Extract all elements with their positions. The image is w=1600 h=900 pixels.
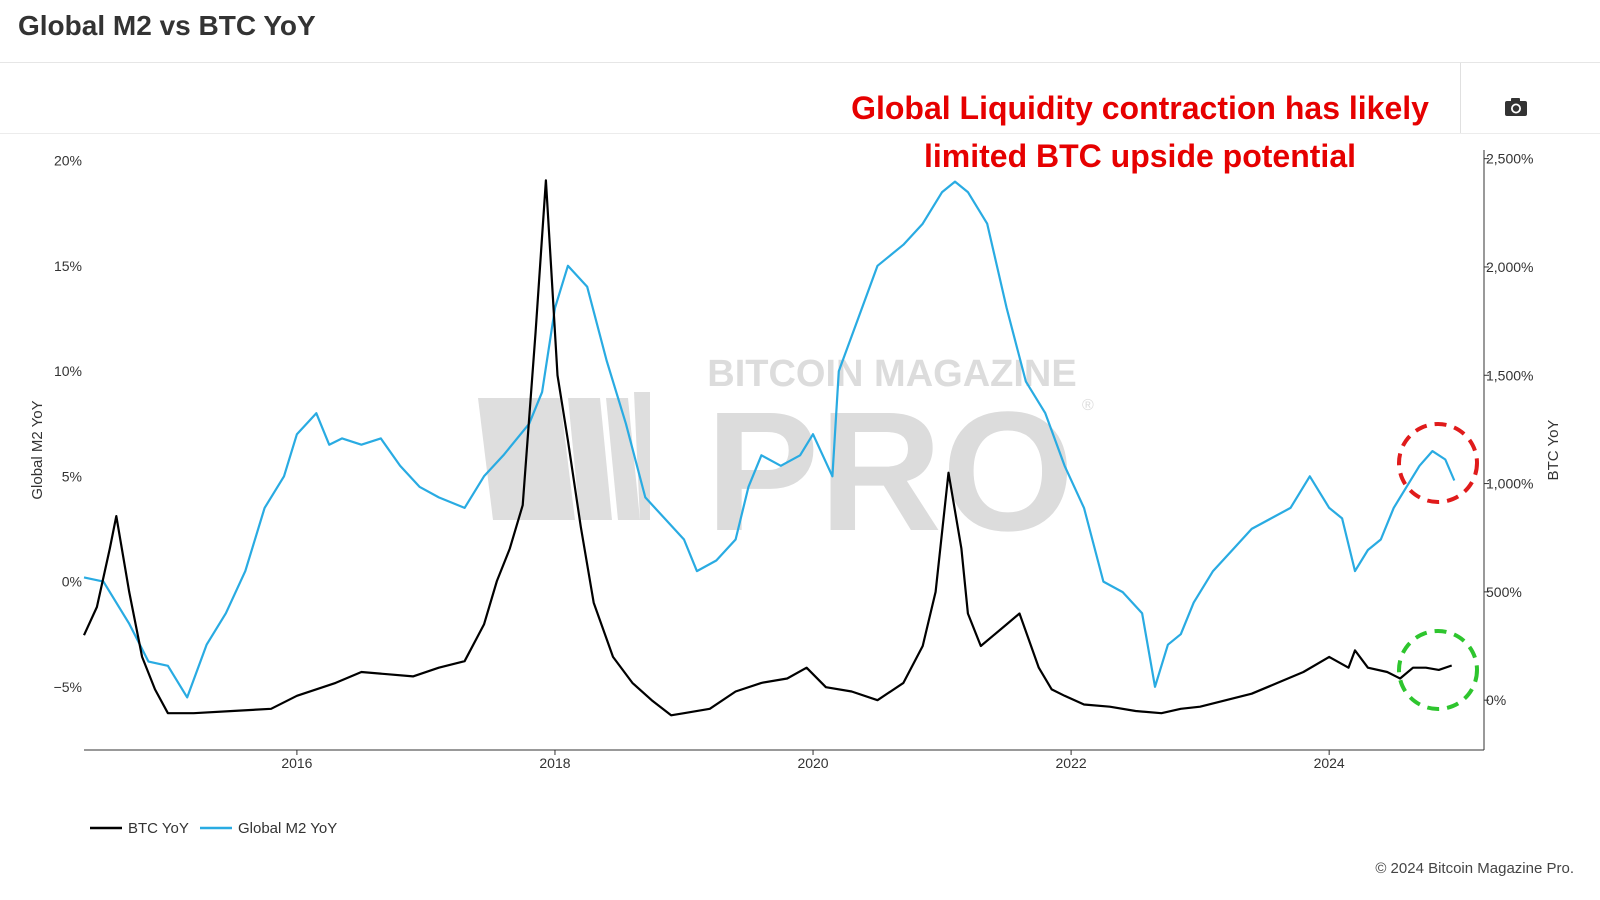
- legend-item-m2[interactable]: Global M2 YoY: [200, 820, 337, 837]
- right-tick-label: 2,000%: [1486, 259, 1533, 275]
- right-tick-label: 500%: [1486, 584, 1522, 600]
- annotation: Global Liquidity contraction has likely …: [800, 84, 1480, 180]
- watermark-line2: PRO: [706, 377, 1074, 567]
- left-tick-label: 20%: [54, 153, 82, 169]
- watermark-registered: ®: [1082, 397, 1094, 414]
- x-axis-ticks: 2016 2018 2020 2022 2024: [281, 750, 1345, 771]
- series-layer: [82, 179, 1456, 717]
- title-bar: Global M2 vs BTC YoY: [0, 0, 1600, 63]
- red-highlight-circle: [1397, 422, 1479, 504]
- left-tick-label: 5%: [62, 468, 82, 484]
- legend-label-btc: BTC YoY: [128, 820, 189, 837]
- copyright-footer: © 2024 Bitcoin Magazine Pro.: [1375, 860, 1574, 877]
- right-tick-label: 2,500%: [1486, 151, 1533, 167]
- left-axis-ticks: 20% 15% 10% 5% 0% −5%: [54, 153, 82, 695]
- left-axis-label: Global M2 YoY: [29, 400, 46, 499]
- annotation-line-1: Global Liquidity contraction has likely: [851, 90, 1429, 126]
- x-tick-label: 2016: [281, 755, 312, 771]
- left-tick-label: 10%: [54, 363, 82, 379]
- camera-icon: [1505, 98, 1527, 116]
- green-highlight-circle: [1397, 629, 1479, 711]
- series-line-m2: [83, 180, 1456, 699]
- x-tick-label: 2020: [797, 755, 828, 771]
- right-tick-label: 1,500%: [1486, 367, 1533, 383]
- legend: BTC YoY Global M2 YoY: [90, 820, 337, 837]
- left-tick-label: 0%: [62, 574, 82, 590]
- series-line-btc: [82, 179, 1453, 717]
- legend-item-btc[interactable]: BTC YoY: [90, 820, 189, 837]
- right-axis-label: BTC YoY: [1545, 420, 1562, 481]
- page-title: Global M2 vs BTC YoY: [18, 10, 316, 41]
- right-tick-label: 1,000%: [1486, 476, 1533, 492]
- left-tick-label: −5%: [54, 679, 82, 695]
- x-tick-label: 2024: [1314, 755, 1345, 771]
- x-tick-label: 2022: [1056, 755, 1087, 771]
- x-tick-label: 2018: [539, 755, 570, 771]
- annotation-line-2: limited BTC upside potential: [923, 138, 1356, 174]
- watermark-line1: BITCOIN MAGAZINE: [707, 353, 1076, 395]
- legend-label-m2: Global M2 YoY: [238, 820, 337, 837]
- toolbar-strip: [0, 63, 1600, 134]
- right-tick-label: 0%: [1486, 692, 1506, 708]
- camera-button[interactable]: [1500, 92, 1532, 122]
- right-axis-ticks: 2,500% 2,000% 1,500% 1,000% 500% 0%: [1484, 151, 1533, 708]
- toolbar-divider: [1460, 63, 1461, 133]
- left-tick-label: 15%: [54, 258, 82, 274]
